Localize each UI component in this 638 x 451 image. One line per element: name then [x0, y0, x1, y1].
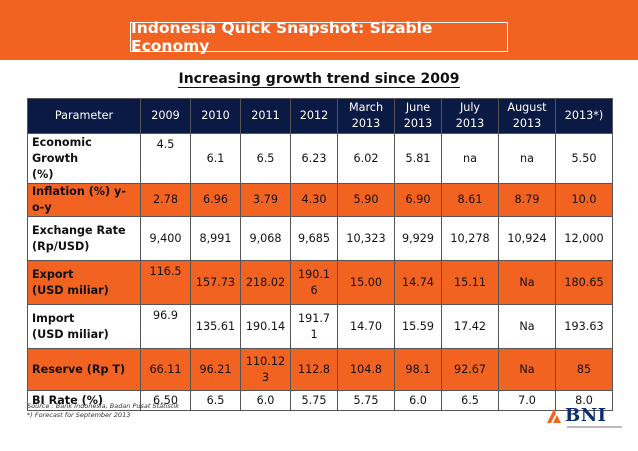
footnotes: Source : Bank Indonesia, Badan Pusat Sta… — [27, 402, 179, 420]
table-cell: Na — [498, 304, 556, 349]
table-cell: 6.5 — [190, 390, 241, 411]
row-label: Exchange Rate (Rp/USD) — [27, 216, 141, 261]
table-cell: 9,400 — [140, 216, 191, 261]
table-cell: 180.65 — [555, 260, 613, 305]
table-cell: 15.00 — [337, 260, 395, 305]
row-label: Reserve (Rp T) — [27, 348, 141, 391]
logo-text: BNI — [565, 405, 607, 426]
table-cell: 5.81 — [394, 133, 442, 184]
column-header: August 2013 — [498, 98, 556, 134]
table-cell: 6.5 — [240, 133, 291, 184]
column-header: June 2013 — [394, 98, 442, 134]
table-cell: 17.42 — [441, 304, 499, 349]
table-cell: 10,323 — [337, 216, 395, 261]
table-cell: 15.11 — [441, 260, 499, 305]
page-title: Indonesia Quick Snapshot: Sizable Econom… — [130, 19, 508, 55]
table-cell: 9,685 — [290, 216, 338, 261]
table-cell: 4.5 — [140, 133, 191, 184]
table-cell: 191.7 1 — [290, 304, 338, 349]
table-cell: 6.5 — [441, 390, 499, 411]
row-label: Export (USD miliar) — [27, 260, 141, 305]
table-cell: 8.79 — [498, 183, 556, 217]
subtitle: Increasing growth trend since 2009 — [0, 71, 638, 88]
table-cell: 190.14 — [240, 304, 291, 349]
table-cell: 6.02 — [337, 133, 395, 184]
table-cell: 116.5 — [140, 260, 191, 305]
table-row: Import (USD miliar) 96.9 135.61 190.14 191.7 1… — [27, 304, 613, 349]
table-cell: 14.74 — [394, 260, 442, 305]
column-header: 2012 — [290, 98, 338, 134]
bni-logo: BNI — [545, 405, 625, 433]
row-label: Inflation (%) y-o-y — [27, 183, 141, 217]
table-cell: 96.21 — [190, 348, 241, 391]
table-row: Reserve (Rp T) 66.11 96.21 110.12 3 112.8 104.… — [27, 348, 613, 391]
table-cell: 5.90 — [337, 183, 395, 217]
bni-logo-mark-icon — [547, 409, 561, 423]
table-cell: 110.12 3 — [240, 348, 291, 391]
column-header: March 2013 — [337, 98, 395, 134]
table-cell: 8.61 — [441, 183, 499, 217]
table-cell: 92.67 — [441, 348, 499, 391]
table-row: BI Rate (%) 6.50 6.5 6.0 5.75 5.75 6.0 6.5 7.0 8.… — [27, 390, 613, 411]
table-cell: 9,929 — [394, 216, 442, 261]
table-cell: 6.1 — [190, 133, 241, 184]
table-cell: Na — [498, 348, 556, 391]
column-header-parameter: Parameter — [27, 98, 141, 134]
row-label: BI Rate (%) — [27, 390, 141, 411]
row-label: Economic Growth (%) — [27, 133, 141, 184]
table-cell: 14.70 — [337, 304, 395, 349]
forecast-note: *) Forecast for September 2013 — [27, 411, 131, 419]
table-cell: 10,924 — [498, 216, 556, 261]
logo-tagline-line — [567, 426, 622, 428]
table-cell: 6.23 — [290, 133, 338, 184]
table-cell: 98.1 — [394, 348, 442, 391]
source-note: Source : Bank Indonesia, Badan Pusat Sta… — [27, 402, 180, 410]
table-cell: 12,000 — [555, 216, 613, 261]
table-cell: 104.8 — [337, 348, 395, 391]
subtitle-text: Increasing growth trend since 2009 — [178, 71, 460, 88]
table-cell: 6.90 — [394, 183, 442, 217]
table-cell: Na — [498, 260, 556, 305]
table-cell: 135.61 — [190, 304, 241, 349]
title-banner: Indonesia Quick Snapshot: Sizable Econom… — [0, 0, 638, 60]
table-cell: 96.9 — [140, 304, 191, 349]
table-cell: na — [441, 133, 499, 184]
column-header: 2010 — [190, 98, 241, 134]
table-cell: 4.30 — [290, 183, 338, 217]
table-cell: 5.50 — [555, 133, 613, 184]
column-header: July 2013 — [441, 98, 499, 134]
column-header: 2011 — [240, 98, 291, 134]
table-cell: 10,278 — [441, 216, 499, 261]
table-row: Export (USD miliar) 116.5 157.73 218.02 190.1… — [27, 260, 613, 305]
table-cell: 9,068 — [240, 216, 291, 261]
table-cell: 3.79 — [240, 183, 291, 217]
column-header: 2013*) — [555, 98, 613, 134]
column-header: 2009 — [140, 98, 191, 134]
table-cell: 190.1 6 — [290, 260, 338, 305]
table-row: Exchange Rate (Rp/USD) 9,400 8,991 9,068 9,68… — [27, 216, 613, 261]
table-cell: 8.0 — [555, 390, 613, 411]
table-cell: na — [498, 133, 556, 184]
table-cell: 5.75 — [290, 390, 338, 411]
table-row: Economic Growth (%) 4.5 6.1 6.5 6.23 6.02 5.81 n… — [27, 133, 613, 184]
table-cell: 66.11 — [140, 348, 191, 391]
table-cell: 6.96 — [190, 183, 241, 217]
table-cell: 85 — [555, 348, 613, 391]
table-cell: 15.59 — [394, 304, 442, 349]
table-row: Inflation (%) y-o-y 2.78 6.96 3.79 4.30 5.90 6… — [27, 183, 613, 217]
table-cell: 8,991 — [190, 216, 241, 261]
table-cell: 10.0 — [555, 183, 613, 217]
table-cell: 6.0 — [240, 390, 291, 411]
table-cell: 6.0 — [394, 390, 442, 411]
table-header-row: Parameter 2009 2010 2011 2012 March 2013 June 20… — [27, 98, 613, 134]
table-cell: 5.75 — [337, 390, 395, 411]
table-cell: 112.8 — [290, 348, 338, 391]
row-label: Import (USD miliar) — [27, 304, 141, 349]
table-body: Economic Growth (%) 4.5 6.1 6.5 6.23 6.02 5.81 n… — [27, 133, 613, 411]
table-cell: 2.78 — [140, 183, 191, 217]
table-cell: 193.63 — [555, 304, 613, 349]
table-cell: 218.02 — [240, 260, 291, 305]
snapshot-table: Parameter 2009 2010 2011 2012 March 2013 June 20… — [27, 98, 613, 411]
table-cell: 157.73 — [190, 260, 241, 305]
